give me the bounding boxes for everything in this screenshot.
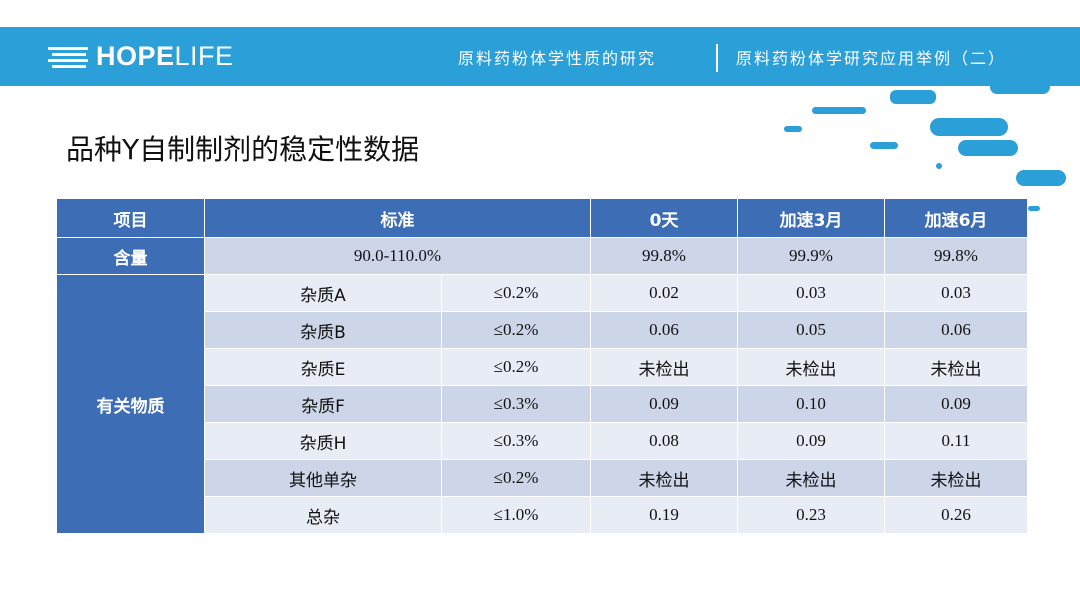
row-label-content: 含量 bbox=[56, 237, 205, 275]
cell-limit: ≤0.2% bbox=[441, 274, 591, 312]
row-label-related-substances: 有关物质 bbox=[56, 274, 205, 534]
cell-accel-3m: 未检出 bbox=[737, 459, 885, 497]
header-accel-3m: 加速3月 bbox=[737, 198, 885, 238]
cell-limit: ≤0.2% bbox=[441, 311, 591, 349]
cell-limit: ≤0.2% bbox=[441, 459, 591, 497]
breadcrumb-divider bbox=[716, 44, 718, 72]
cell-accel-6m: 0.26 bbox=[884, 496, 1028, 534]
header-standard: 标准 bbox=[204, 198, 591, 238]
logo-text: HOPELIFE bbox=[96, 41, 234, 71]
table-header-row: 项目 标准 0天 加速3月 加速6月 bbox=[56, 198, 1028, 238]
cell-day0: 未检出 bbox=[590, 459, 738, 497]
cell-accel-6m: 未检出 bbox=[884, 459, 1028, 497]
breadcrumb-subsection: 原料药粉体学研究应用举例（二） bbox=[736, 49, 1007, 68]
cell-day0: 0.19 bbox=[590, 496, 738, 534]
cell-impurity-name: 总杂 bbox=[204, 496, 442, 534]
cell-accel-6m: 0.09 bbox=[884, 385, 1028, 423]
table-row: 杂质H ≤0.3% 0.08 0.09 0.11 bbox=[57, 422, 1028, 460]
cell-accel-3m: 未检出 bbox=[737, 348, 885, 386]
cell-limit: ≤0.3% bbox=[441, 422, 591, 460]
cell-accel-3m: 0.23 bbox=[737, 496, 885, 534]
cell-impurity-name: 杂质B bbox=[204, 311, 442, 349]
cell-accel-6m: 0.11 bbox=[884, 422, 1028, 460]
cell-impurity-name: 杂质E bbox=[204, 348, 442, 386]
page-title: 品种Y自制制剂的稳定性数据 bbox=[66, 133, 420, 166]
cell-accel-3m: 0.05 bbox=[737, 311, 885, 349]
cell-accel-3m: 99.9% bbox=[737, 237, 885, 275]
cell-impurity-name: 杂质F bbox=[204, 385, 442, 423]
cell-accel-6m: 0.06 bbox=[884, 311, 1028, 349]
cell-day0: 0.06 bbox=[590, 311, 738, 349]
cell-limit: ≤0.3% bbox=[441, 385, 591, 423]
header-banner bbox=[0, 27, 1080, 86]
table-row: 杂质B ≤0.2% 0.06 0.05 0.06 bbox=[57, 311, 1028, 349]
cell-standard: 90.0-110.0% bbox=[204, 237, 591, 275]
cell-accel-6m: 0.03 bbox=[884, 274, 1028, 312]
table-row: 其他单杂 ≤0.2% 未检出 未检出 未检出 bbox=[57, 459, 1028, 497]
table-row: 有关物质 杂质A ≤0.2% 0.02 0.03 0.03 bbox=[56, 274, 1028, 534]
table-row: 杂质F ≤0.3% 0.09 0.10 0.09 bbox=[57, 385, 1028, 423]
header-day0: 0天 bbox=[590, 198, 738, 238]
cell-day0: 0.08 bbox=[590, 422, 738, 460]
table-row: 杂质E ≤0.2% 未检出 未检出 未检出 bbox=[57, 348, 1028, 386]
cell-limit: ≤1.0% bbox=[441, 496, 591, 534]
cell-accel-6m: 99.8% bbox=[884, 237, 1028, 275]
cell-impurity-name: 杂质A bbox=[204, 274, 442, 312]
cell-day0: 未检出 bbox=[590, 348, 738, 386]
table-row-content: 含量 90.0-110.0% 99.8% 99.9% 99.8% bbox=[56, 237, 1028, 275]
table-row: 总杂 ≤1.0% 0.19 0.23 0.26 bbox=[57, 496, 1028, 534]
cell-accel-3m: 0.10 bbox=[737, 385, 885, 423]
cell-impurity-name: 其他单杂 bbox=[204, 459, 442, 497]
cell-impurity-name: 杂质H bbox=[204, 422, 442, 460]
cell-accel-3m: 0.09 bbox=[737, 422, 885, 460]
breadcrumb-section: 原料药粉体学性质的研究 bbox=[458, 49, 657, 68]
cell-day0: 0.02 bbox=[590, 274, 738, 312]
hopelife-logo: HOPELIFE bbox=[48, 40, 248, 72]
cell-accel-6m: 未检出 bbox=[884, 348, 1028, 386]
cell-day0: 0.09 bbox=[590, 385, 738, 423]
cell-limit: ≤0.2% bbox=[441, 348, 591, 386]
cell-day0: 99.8% bbox=[590, 237, 738, 275]
top-margin bbox=[0, 0, 1080, 27]
stability-data-table: 项目 标准 0天 加速3月 加速6月 含量 90.0-110.0% 99.8% … bbox=[56, 198, 1028, 534]
cell-accel-3m: 0.03 bbox=[737, 274, 885, 312]
header-accel-6m: 加速6月 bbox=[884, 198, 1028, 238]
header-item: 项目 bbox=[56, 198, 205, 238]
